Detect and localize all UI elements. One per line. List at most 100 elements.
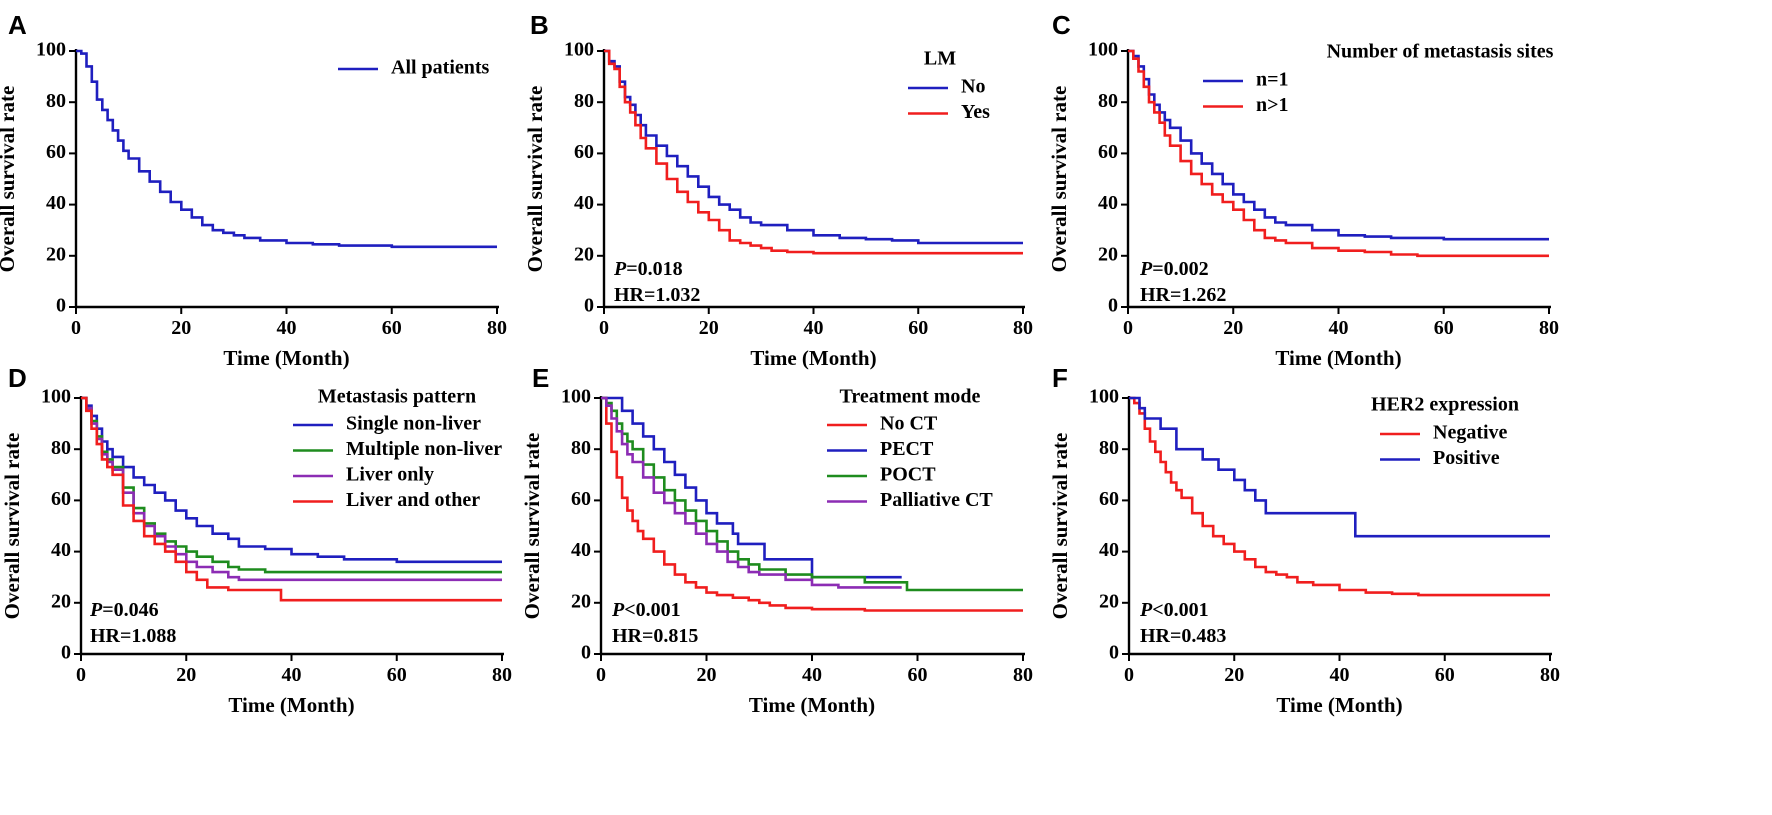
p-value: P=0.018 xyxy=(613,258,683,280)
y-tick-label: 60 xyxy=(1099,488,1119,510)
legend-label: Single non-liver xyxy=(346,413,481,435)
y-tick-label: 100 xyxy=(561,386,591,408)
panel-f: F 0 20 40 60 80 100 0 20 40 60 80 Time (Month) Overal… xyxy=(1048,363,1560,717)
x-tick-label: 80 xyxy=(1013,317,1033,339)
km-curve-poct xyxy=(601,396,1023,592)
km-curve-pect xyxy=(601,396,902,579)
km-curve-negative xyxy=(1129,396,1550,597)
panel-label: C xyxy=(1052,10,1071,40)
panel-c: C 0 20 40 60 80 100 0 20 40 60 80 Time (Month) Overal… xyxy=(1047,10,1559,370)
y-tick-label: 80 xyxy=(571,437,591,459)
panel-label: E xyxy=(532,363,549,393)
legend-label: Yes xyxy=(961,101,990,123)
hazard-ratio: HR=1.262 xyxy=(1140,284,1226,306)
y-axis-title: Overall survival rate xyxy=(1047,86,1071,273)
x-tick-label: 40 xyxy=(277,317,297,339)
y-axis-title: Overall survival rate xyxy=(520,433,544,620)
x-axis-title: Time (Month) xyxy=(1275,346,1401,370)
x-tick-label: 80 xyxy=(487,317,507,339)
panel-a: A 0 20 40 60 80 100 0 20 40 60 80 Time (Month) Overal… xyxy=(0,10,507,370)
km-curve-positive xyxy=(1129,396,1550,538)
y-tick-label: 20 xyxy=(51,590,71,612)
legend-title: Number of metastasis sites xyxy=(1327,41,1554,63)
x-tick-label: 80 xyxy=(1539,317,1559,339)
p-value: P<0.001 xyxy=(611,599,681,621)
panel-label: A xyxy=(8,10,27,40)
y-tick-label: 100 xyxy=(1088,39,1118,61)
panel-label: B xyxy=(530,10,549,40)
x-tick-label: 80 xyxy=(492,664,512,686)
legend-label: Palliative CT xyxy=(880,489,993,511)
x-axis-title: Time (Month) xyxy=(750,346,876,370)
legend-label: PECT xyxy=(880,438,934,460)
x-tick-label: 20 xyxy=(1223,317,1243,339)
legend-label: Liver only xyxy=(346,464,434,486)
x-tick-label: 40 xyxy=(1329,317,1349,339)
legend-title: HER2 expression xyxy=(1371,394,1519,416)
y-tick-label: 60 xyxy=(571,488,591,510)
y-axis-title: Overall survival rate xyxy=(0,433,24,620)
y-tick-label: 80 xyxy=(574,90,594,112)
x-tick-label: 40 xyxy=(802,664,822,686)
x-tick-label: 0 xyxy=(71,317,81,339)
legend-title: Metastasis pattern xyxy=(318,386,476,408)
x-axis-title: Time (Month) xyxy=(228,693,354,717)
y-tick-label: 0 xyxy=(584,295,594,317)
y-tick-label: 80 xyxy=(1099,437,1119,459)
y-tick-label: 0 xyxy=(581,642,591,664)
y-tick-label: 0 xyxy=(61,642,71,664)
x-tick-label: 80 xyxy=(1540,664,1560,686)
panel-e: E 0 20 40 60 80 100 0 20 40 60 80 Time (Month) Overal… xyxy=(520,363,1033,717)
x-tick-label: 20 xyxy=(171,317,191,339)
hazard-ratio: HR=1.088 xyxy=(90,625,176,647)
p-value: P=0.046 xyxy=(89,599,159,621)
y-tick-label: 40 xyxy=(46,192,66,214)
x-tick-label: 60 xyxy=(908,664,928,686)
legend-label: Liver and other xyxy=(346,489,480,511)
y-tick-label: 0 xyxy=(1109,642,1119,664)
x-tick-label: 60 xyxy=(387,664,407,686)
x-tick-label: 0 xyxy=(596,664,606,686)
panel-b: B 0 20 40 60 80 100 0 20 40 60 80 Time (Month) Overal… xyxy=(523,10,1033,370)
legend-label: No xyxy=(961,76,985,98)
hazard-ratio: HR=0.483 xyxy=(1140,625,1226,647)
legend-label: All patients xyxy=(391,57,490,79)
km-curve-palliative-ct xyxy=(601,396,902,589)
y-axis-title: Overall survival rate xyxy=(523,86,547,273)
legend-label: Multiple non-liver xyxy=(346,438,502,460)
x-axis-title: Time (Month) xyxy=(1276,693,1402,717)
y-tick-label: 80 xyxy=(1098,90,1118,112)
km-curve-no-ct xyxy=(601,396,1023,612)
y-tick-label: 20 xyxy=(574,243,594,265)
y-tick-label: 40 xyxy=(1099,539,1119,561)
panel-d: D 0 20 40 60 80 100 0 20 40 60 80 Time (Month) Overal… xyxy=(0,363,512,717)
x-tick-label: 20 xyxy=(176,664,196,686)
legend-label: No CT xyxy=(880,413,938,435)
legend-label: Negative xyxy=(1433,422,1508,444)
x-tick-label: 60 xyxy=(1435,664,1455,686)
x-tick-label: 0 xyxy=(1123,317,1133,339)
x-tick-label: 80 xyxy=(1013,664,1033,686)
km-curve-all-patients xyxy=(76,49,497,249)
y-tick-label: 20 xyxy=(571,590,591,612)
y-tick-label: 80 xyxy=(51,437,71,459)
y-tick-label: 60 xyxy=(574,141,594,163)
x-axis-title: Time (Month) xyxy=(223,346,349,370)
x-tick-label: 20 xyxy=(699,317,719,339)
p-value: P=0.002 xyxy=(1139,258,1209,280)
y-tick-label: 40 xyxy=(571,539,591,561)
y-tick-label: 60 xyxy=(1098,141,1118,163)
x-tick-label: 60 xyxy=(1434,317,1454,339)
panel-label: F xyxy=(1052,363,1068,393)
legend-label: n>1 xyxy=(1256,94,1289,116)
y-tick-label: 0 xyxy=(56,295,66,317)
km-curve-n-1 xyxy=(1128,49,1549,258)
y-tick-label: 0 xyxy=(1108,295,1118,317)
y-tick-label: 20 xyxy=(1098,243,1118,265)
km-curve-n-1 xyxy=(1128,49,1549,241)
x-tick-label: 40 xyxy=(1330,664,1350,686)
hazard-ratio: HR=1.032 xyxy=(614,284,700,306)
x-tick-label: 60 xyxy=(382,317,402,339)
x-tick-label: 0 xyxy=(76,664,86,686)
